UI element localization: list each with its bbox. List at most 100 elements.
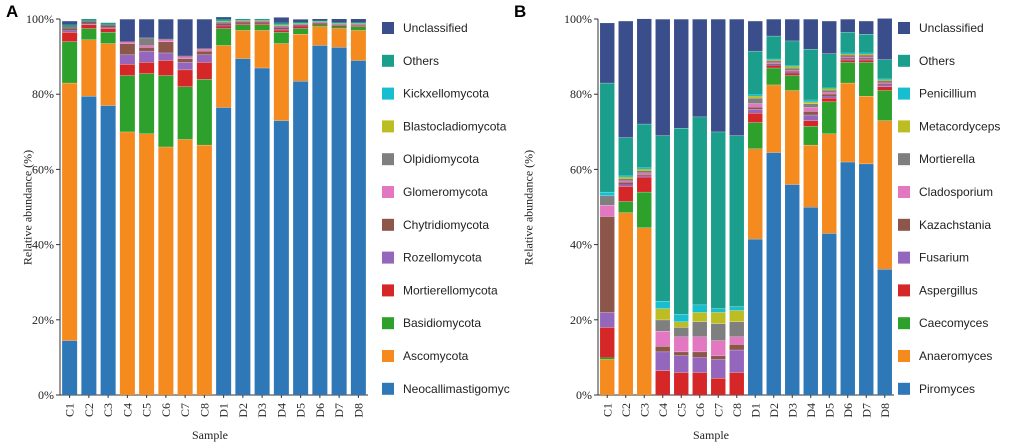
bar-segment-mortierellomycota <box>273 30 289 33</box>
bar-segment-cladosporium <box>840 56 855 59</box>
x-tick-label: C1 <box>600 403 614 417</box>
bar-segment-fusarium <box>711 359 726 379</box>
x-axis-label: Sample <box>192 428 228 442</box>
bar-segment-kazachstania <box>618 182 633 185</box>
bar-segment-ascomycota <box>119 131 135 396</box>
bar-segment-mortierella <box>655 319 670 332</box>
bar-segment-aspergillus <box>877 86 892 91</box>
bar-segment-kazachstania <box>748 107 763 110</box>
bar-segment-unclassified <box>711 19 726 132</box>
bar-segment-olpidiomycota <box>158 38 174 40</box>
x-tick-label: C6 <box>693 403 707 417</box>
bar-segment-mortierella <box>840 55 855 57</box>
bar-segment-others <box>655 135 670 301</box>
bar-segment-fusarium <box>729 349 744 373</box>
bar-segment-rozellomycota <box>177 62 193 70</box>
bar-segment-anaeromyces <box>785 90 800 185</box>
bar-segment-mortierella <box>803 103 818 108</box>
bar-segment-mortierella <box>766 60 781 63</box>
bar-segment-basidiomycota <box>312 24 328 27</box>
bar-segment-mortierellomycota <box>158 60 174 76</box>
panel-label: B <box>514 2 527 21</box>
bar-segment-fusarium <box>785 72 800 74</box>
bar-segment-caecomyces <box>785 75 800 91</box>
legend-label: Piromyces <box>919 382 975 396</box>
bar-segment-unclassified <box>674 19 689 129</box>
bar-segment-chytridiomycota <box>331 24 347 26</box>
y-tick-label: 20% <box>32 313 54 327</box>
bar-segment-olpidiomycota <box>273 25 289 27</box>
bar-segment-rozellomycota <box>139 50 155 63</box>
bar-segment-aspergillus <box>785 73 800 76</box>
x-tick-label: D8 <box>351 403 365 418</box>
bar-segment-cladosporium <box>618 180 633 183</box>
bar-segment-ascomycota <box>273 43 289 121</box>
bar-segment-chytridiomycota <box>350 24 366 26</box>
bar-segment-aspergillus <box>748 113 763 123</box>
legend-label: Kazachstania <box>919 218 991 232</box>
bar-segment-mortierellomycota <box>62 32 78 42</box>
bar-segment-unclassified <box>158 19 174 39</box>
bar-segment-glomeromycota <box>139 45 155 48</box>
bar-segment-anaeromyces <box>618 212 633 395</box>
bar-segment-penicillium <box>711 308 726 313</box>
bar-segment-cladosporium <box>822 92 837 95</box>
legend-label: Caecomyces <box>919 316 988 330</box>
bar-segment-metacordyceps <box>803 101 818 104</box>
bar-segment-olpidiomycota <box>81 20 97 22</box>
bar-segment-unclassified <box>196 19 212 49</box>
bar-segment-rozellomycota <box>235 22 251 24</box>
bar-segment-others <box>748 50 763 95</box>
bar-segment-kazachstania <box>729 344 744 350</box>
y-tick-label: 80% <box>32 87 54 101</box>
bar-segment-mortierellomycota <box>312 23 328 25</box>
bar-segment-aspergillus <box>803 120 818 127</box>
bar-segment-metacordyceps <box>785 66 800 69</box>
bar-segment-kazachstania <box>711 355 726 360</box>
y-tick-label: 40% <box>570 238 592 252</box>
bar-segment-kazachstania <box>766 63 781 65</box>
legend-swatch <box>898 218 910 231</box>
x-tick-label: C2 <box>619 403 633 417</box>
legend-label: Aspergillus <box>919 283 978 297</box>
legend-label: Cladosporium <box>919 185 993 199</box>
bar-segment-mortierella <box>822 90 837 93</box>
bar-segment-fusarium <box>803 114 818 121</box>
bar-segment-unclassified <box>350 19 366 23</box>
bar-segment-neocallimastigomycota <box>81 96 97 395</box>
bar-segment-cladosporium <box>637 172 652 175</box>
bar-segment-kazachstania <box>637 174 652 176</box>
x-tick-label: D3 <box>255 403 269 418</box>
bar-segment-others <box>81 19 97 21</box>
bar-segment-metacordyceps <box>655 308 670 320</box>
bar-segment-piromyces <box>877 269 892 395</box>
bar-segment-cladosporium <box>711 340 726 356</box>
bar-segment-olpidiomycota <box>139 37 155 46</box>
bar-segment-chytridiomycota <box>139 47 155 51</box>
bar-segment-unclassified <box>803 19 818 50</box>
legend-label: Fusarium <box>919 251 969 265</box>
bar-segment-caecomyces <box>840 62 855 83</box>
bar-segment-cladosporium <box>877 82 892 84</box>
bar-segment-mortierella <box>674 327 689 337</box>
panel-b: B Relative abundance (%) Sample 0% 20% 40%… <box>511 0 1021 448</box>
x-tick-label: D5 <box>822 403 836 418</box>
y-tick-label: 0% <box>576 388 592 402</box>
x-tick-label: C2 <box>82 403 96 417</box>
bar-segment-ascomycota <box>81 39 97 97</box>
bar-segment-basidiomycota <box>196 79 212 145</box>
bar-segment-rozellomycota <box>196 54 212 63</box>
bar-segment-cladosporium <box>785 70 800 72</box>
bar-segment-ascomycota <box>139 133 155 395</box>
legend-swatch <box>382 284 394 297</box>
bar-segment-basidiomycota <box>235 24 251 31</box>
bar-segment-metacordyceps <box>637 169 652 171</box>
bar-segment-penicillium <box>803 99 818 102</box>
bar-segment-neocallimastigomycota <box>254 67 270 395</box>
bar-segment-rozellomycota <box>293 25 309 27</box>
legend-label: Ascomycota <box>403 349 469 363</box>
bar-segment-mortierellomycota <box>254 23 270 25</box>
bar-segment-others <box>803 49 818 100</box>
bar-segment-cladosporium <box>803 107 818 112</box>
bar-segment-unclassified <box>692 19 707 117</box>
